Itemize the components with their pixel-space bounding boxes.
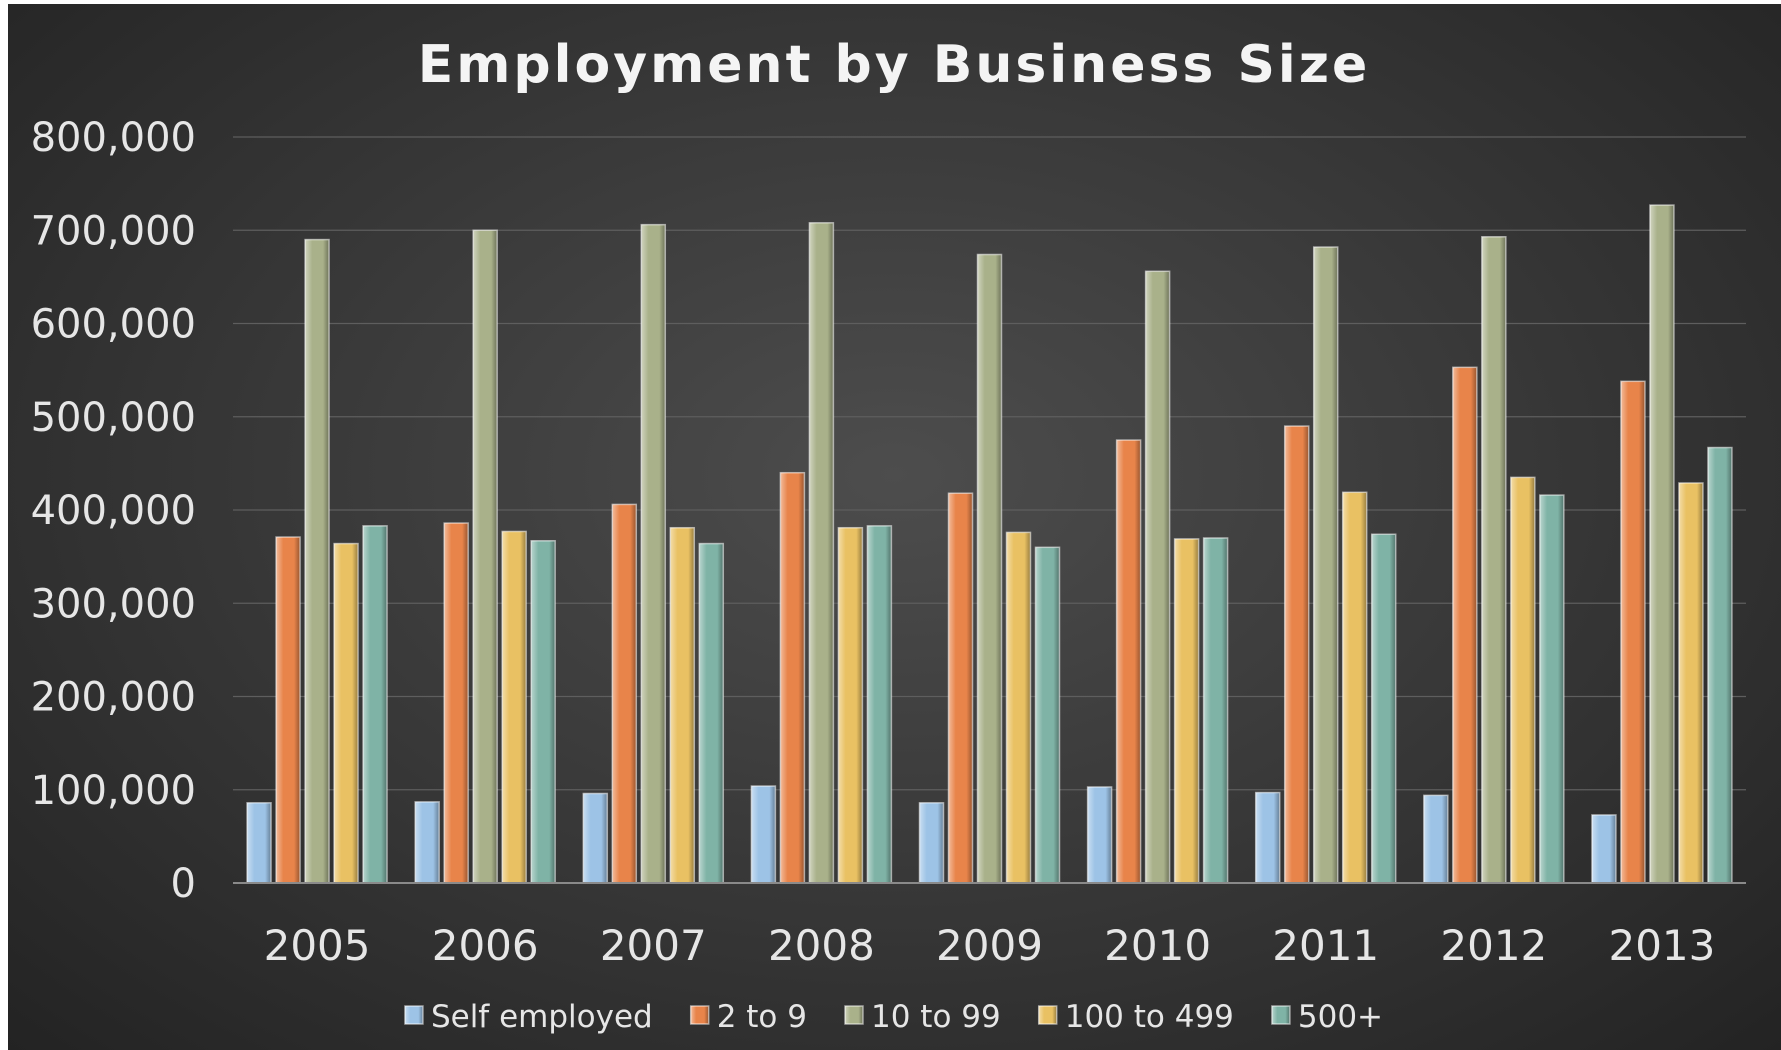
y-tick-label: 800,000 [31,115,196,161]
legend-swatch [1037,1005,1058,1025]
bar [918,802,945,884]
bar [246,802,272,884]
legend-label: 500+ [1298,999,1383,1035]
y-tick-label: 600,000 [31,302,196,348]
bar [333,542,359,884]
legend-label: Self employed [431,999,653,1035]
y-tick-label: 300,000 [31,581,196,627]
y-tick-label: 0 [171,861,196,907]
bar [976,253,1003,884]
bar [640,223,667,884]
bar [1144,270,1171,884]
bar [779,471,806,884]
bar [837,526,864,884]
bar [304,238,330,884]
bar [611,503,638,884]
bar [1423,794,1449,884]
bar [1115,439,1142,884]
y-tick-label: 400,000 [31,488,196,534]
legend-label: 2 to 9 [717,999,807,1035]
bar [808,222,835,884]
bar [582,792,609,884]
bar [1510,476,1536,884]
legend-swatch [844,1005,864,1025]
bar [669,526,696,884]
bar [472,229,498,884]
legend-item: Self employed [404,999,653,1035]
bar [1005,531,1032,884]
bar [275,536,301,884]
bar [1283,425,1310,884]
legend-item: 2 to 9 [689,999,807,1035]
y-tick-label: 100,000 [31,768,196,814]
x-tick-label: 2011 [1272,921,1379,970]
x-axis-category-labels: 2005 2006 2007 2008 2009 2010 2011 2012 2013 [264,921,1716,970]
bar [1034,546,1061,884]
y-axis-tick-labels: 0 100,000 200,000 300,000 400,000 500,000 600,… [31,115,196,907]
bars [246,204,1733,884]
bar [443,522,469,884]
bar [1254,791,1281,884]
bar [1370,533,1397,884]
x-tick-label: 2013 [1608,921,1715,970]
bar [1481,236,1507,884]
x-tick-label: 2008 [768,921,875,970]
bar [750,785,777,884]
legend-label: 100 to 499 [1065,999,1234,1035]
bar [1678,482,1704,884]
legend-label: 10 to 99 [871,999,1001,1035]
legend-swatch [1271,1005,1291,1025]
x-tick-label: 2009 [936,921,1043,970]
bar [1620,380,1646,884]
x-tick-label: 2006 [432,921,539,970]
x-tick-label: 2010 [1104,921,1211,970]
x-tick-label: 2007 [600,921,707,970]
bar [1341,491,1368,884]
legend-swatch [689,1005,710,1025]
y-tick-label: 700,000 [31,208,196,254]
bar [947,492,974,884]
bar [1591,814,1617,884]
x-tick-label: 2005 [264,921,371,970]
bar [698,542,725,884]
legend-item: 10 to 99 [844,999,1001,1035]
bar [414,801,440,884]
bar [1539,494,1565,884]
bar [362,525,388,884]
bar-chart: Employment by Business Size 0 100,000 200,… [31,35,1746,1035]
bar [1452,366,1478,884]
x-tick-label: 2012 [1440,921,1547,970]
y-tick-label: 500,000 [31,395,196,441]
legend: Self employed 2 to 9 10 to 99 100 to 499 500… [404,999,1383,1035]
bar [1649,204,1675,884]
legend-item: 100 to 499 [1037,999,1234,1035]
chart-area: Employment by Business Size 0 100,000 200,… [8,4,1781,1050]
bar [530,540,556,884]
bar [1173,538,1200,884]
bar [1312,246,1339,884]
bar [866,525,893,884]
bar [1707,446,1733,884]
legend-item: 500+ [1271,999,1383,1035]
chart-title: Employment by Business Size [418,35,1371,95]
y-tick-label: 200,000 [31,675,196,721]
legend-swatch [404,1005,424,1025]
bar [1202,537,1229,884]
bar [1086,786,1113,884]
bar [501,530,527,884]
